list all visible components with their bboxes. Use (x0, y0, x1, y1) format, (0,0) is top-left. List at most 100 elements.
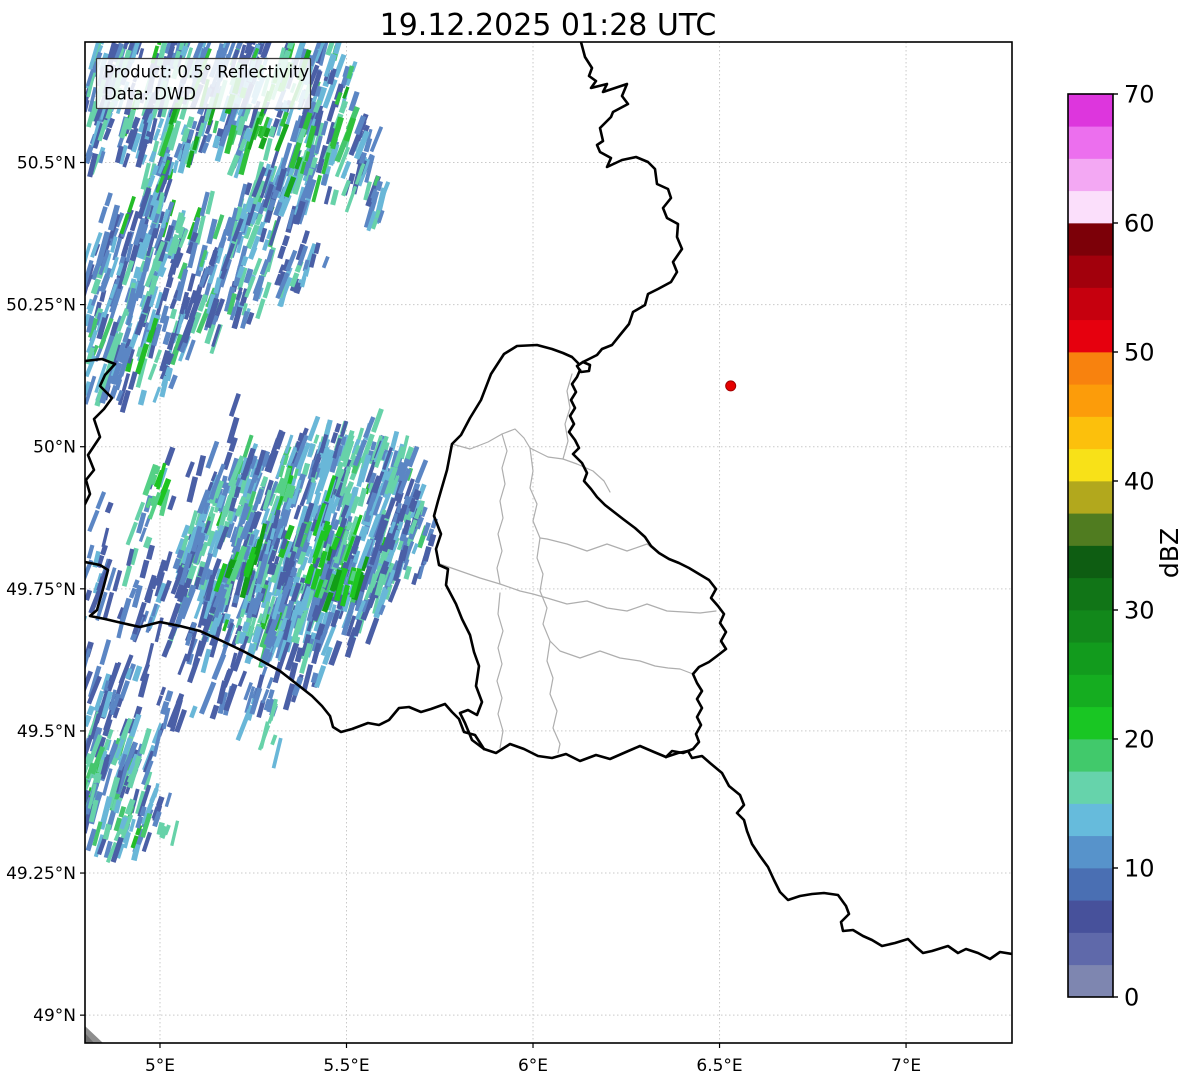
x-tick-label: 6°E (518, 1056, 548, 1076)
echo-dash (224, 567, 234, 579)
echo-dash (239, 608, 246, 618)
echo-dash (85, 828, 97, 852)
colorbar-segment (1068, 190, 1113, 224)
echo-dash (136, 346, 143, 358)
echo-dash (204, 323, 216, 345)
echo-dash (191, 120, 198, 130)
echo-dash (274, 123, 290, 152)
echo-dash (138, 527, 147, 543)
echo-dash (149, 473, 158, 486)
echo-dash (0, 613, 2, 643)
echo-dash (39, 690, 49, 710)
colorbar-frame (1067, 93, 1114, 998)
echo-dash (259, 42, 270, 44)
echo-dash (48, 620, 58, 649)
echo-dash (354, 600, 366, 621)
echo-dash (279, 616, 289, 631)
echo-dash (252, 161, 265, 190)
echo-dash (99, 289, 107, 303)
colorbar-segment (1068, 803, 1113, 837)
echo-dash (339, 466, 351, 497)
echo-dash (225, 103, 240, 133)
echo-dash (138, 229, 155, 260)
echo-dash (199, 681, 217, 715)
echo-dash (211, 463, 226, 492)
echo-dash (107, 743, 120, 764)
x-tick-label: 7°E (891, 1056, 921, 1076)
echo-dash (343, 117, 357, 142)
echo-dash (227, 455, 245, 488)
colorbar-segment (1068, 481, 1113, 514)
echo-dash (110, 236, 118, 253)
echo-dash (110, 362, 123, 385)
echo-dash (244, 202, 257, 226)
echo-dash (244, 275, 256, 298)
echo-dash (402, 540, 415, 564)
echo-dash (85, 714, 92, 728)
echo-dash (171, 247, 182, 275)
echo-dash (239, 521, 252, 540)
colorbar-segment (1068, 835, 1113, 869)
echo-dash (324, 474, 337, 502)
echo-dash (216, 525, 230, 550)
colorbar-segment (1068, 900, 1113, 933)
echo-dash (118, 816, 128, 830)
admin-borders (439, 373, 717, 754)
echo-dash (307, 443, 316, 458)
echo-dash (116, 308, 129, 332)
echo-dash (164, 224, 174, 242)
echo-dash (256, 221, 266, 236)
echo-dash (34, 619, 43, 634)
echo-dash (125, 667, 133, 680)
echo-dash (167, 602, 181, 628)
echo-dash (166, 332, 177, 351)
echo-dash (234, 561, 248, 596)
echo-dash (47, 608, 58, 631)
echo-dash (249, 225, 259, 241)
echo-dash (230, 652, 238, 669)
echo-dash (143, 642, 155, 674)
echo-dash (252, 275, 265, 302)
echo-dash (244, 196, 255, 213)
echo-dash (108, 293, 121, 322)
echo-dash (315, 144, 329, 174)
echo-dash (99, 267, 113, 293)
echo-dash (231, 218, 244, 242)
echo-dash (334, 91, 343, 106)
echo-dash (334, 146, 351, 178)
echo-dash (247, 246, 258, 260)
echo-dash (85, 559, 94, 584)
echo-dash (273, 199, 285, 217)
echo-dash (213, 563, 228, 593)
echo-dash (135, 138, 149, 168)
echo-dash (236, 235, 245, 254)
echo-dash (102, 591, 115, 619)
echo-dash (199, 191, 210, 217)
echo-dash (146, 317, 159, 343)
echo-dash (313, 434, 320, 444)
echo-dash (137, 266, 148, 293)
echo-dash (188, 293, 203, 320)
echo-dash (322, 520, 331, 531)
echo-dash (135, 790, 146, 815)
echo-dash (326, 546, 334, 562)
echo-dash (7, 636, 20, 659)
echo-dash (309, 48, 319, 67)
echo-dash (98, 206, 108, 224)
echo-dash (102, 718, 113, 737)
echo-dash (306, 3, 319, 28)
echo-dash (226, 292, 237, 316)
echo-dash (315, 42, 324, 50)
echo-dash (334, 423, 342, 433)
echo-dash (75, 773, 81, 783)
echo-dash (238, 495, 247, 506)
echo-dash (199, 552, 213, 586)
echo-dash (393, 529, 401, 541)
echo-dash (90, 278, 101, 295)
echo-dash (160, 209, 170, 229)
echo-dash (187, 273, 196, 292)
echo-dash (228, 558, 237, 569)
echo-dash (263, 163, 271, 177)
echo-dash (299, 161, 307, 175)
echo-dash (270, 562, 282, 584)
